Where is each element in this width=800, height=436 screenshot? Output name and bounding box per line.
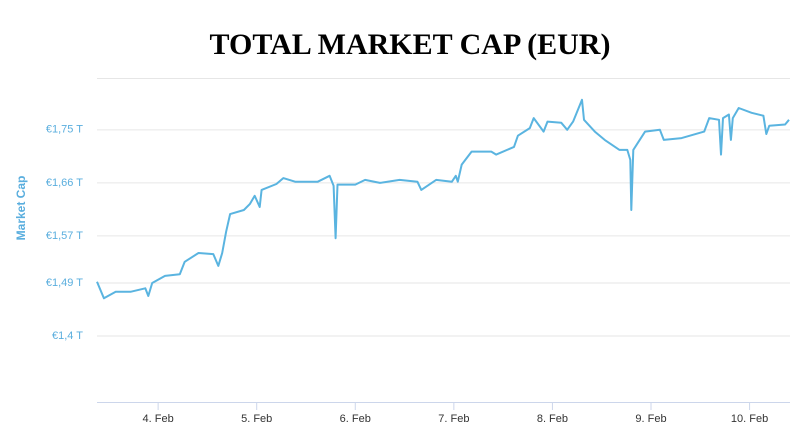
x-tick-label: 6. Feb: [340, 413, 371, 425]
y-tick-label: €1,75 T: [46, 124, 83, 136]
x-tick-label: 4. Feb: [143, 413, 174, 425]
y-tick-label: €1,66 T: [46, 177, 83, 189]
chart-title: TOTAL MARKET CAP (EUR): [210, 28, 611, 61]
y-axis-title: Market Cap: [14, 176, 28, 241]
x-tick-label: 9. Feb: [635, 413, 666, 425]
x-tick-label: 10. Feb: [731, 413, 768, 425]
data-line: [96, 98, 790, 300]
y-tick-label: €1,57 T: [46, 230, 83, 242]
y-tick-label: €1,49 T: [46, 277, 83, 289]
x-tick-label: 7. Feb: [438, 413, 469, 425]
x-tick-label: 5. Feb: [241, 413, 272, 425]
y-tick-label: €1,4 T: [52, 330, 83, 342]
x-tick-label: 8. Feb: [537, 413, 568, 425]
